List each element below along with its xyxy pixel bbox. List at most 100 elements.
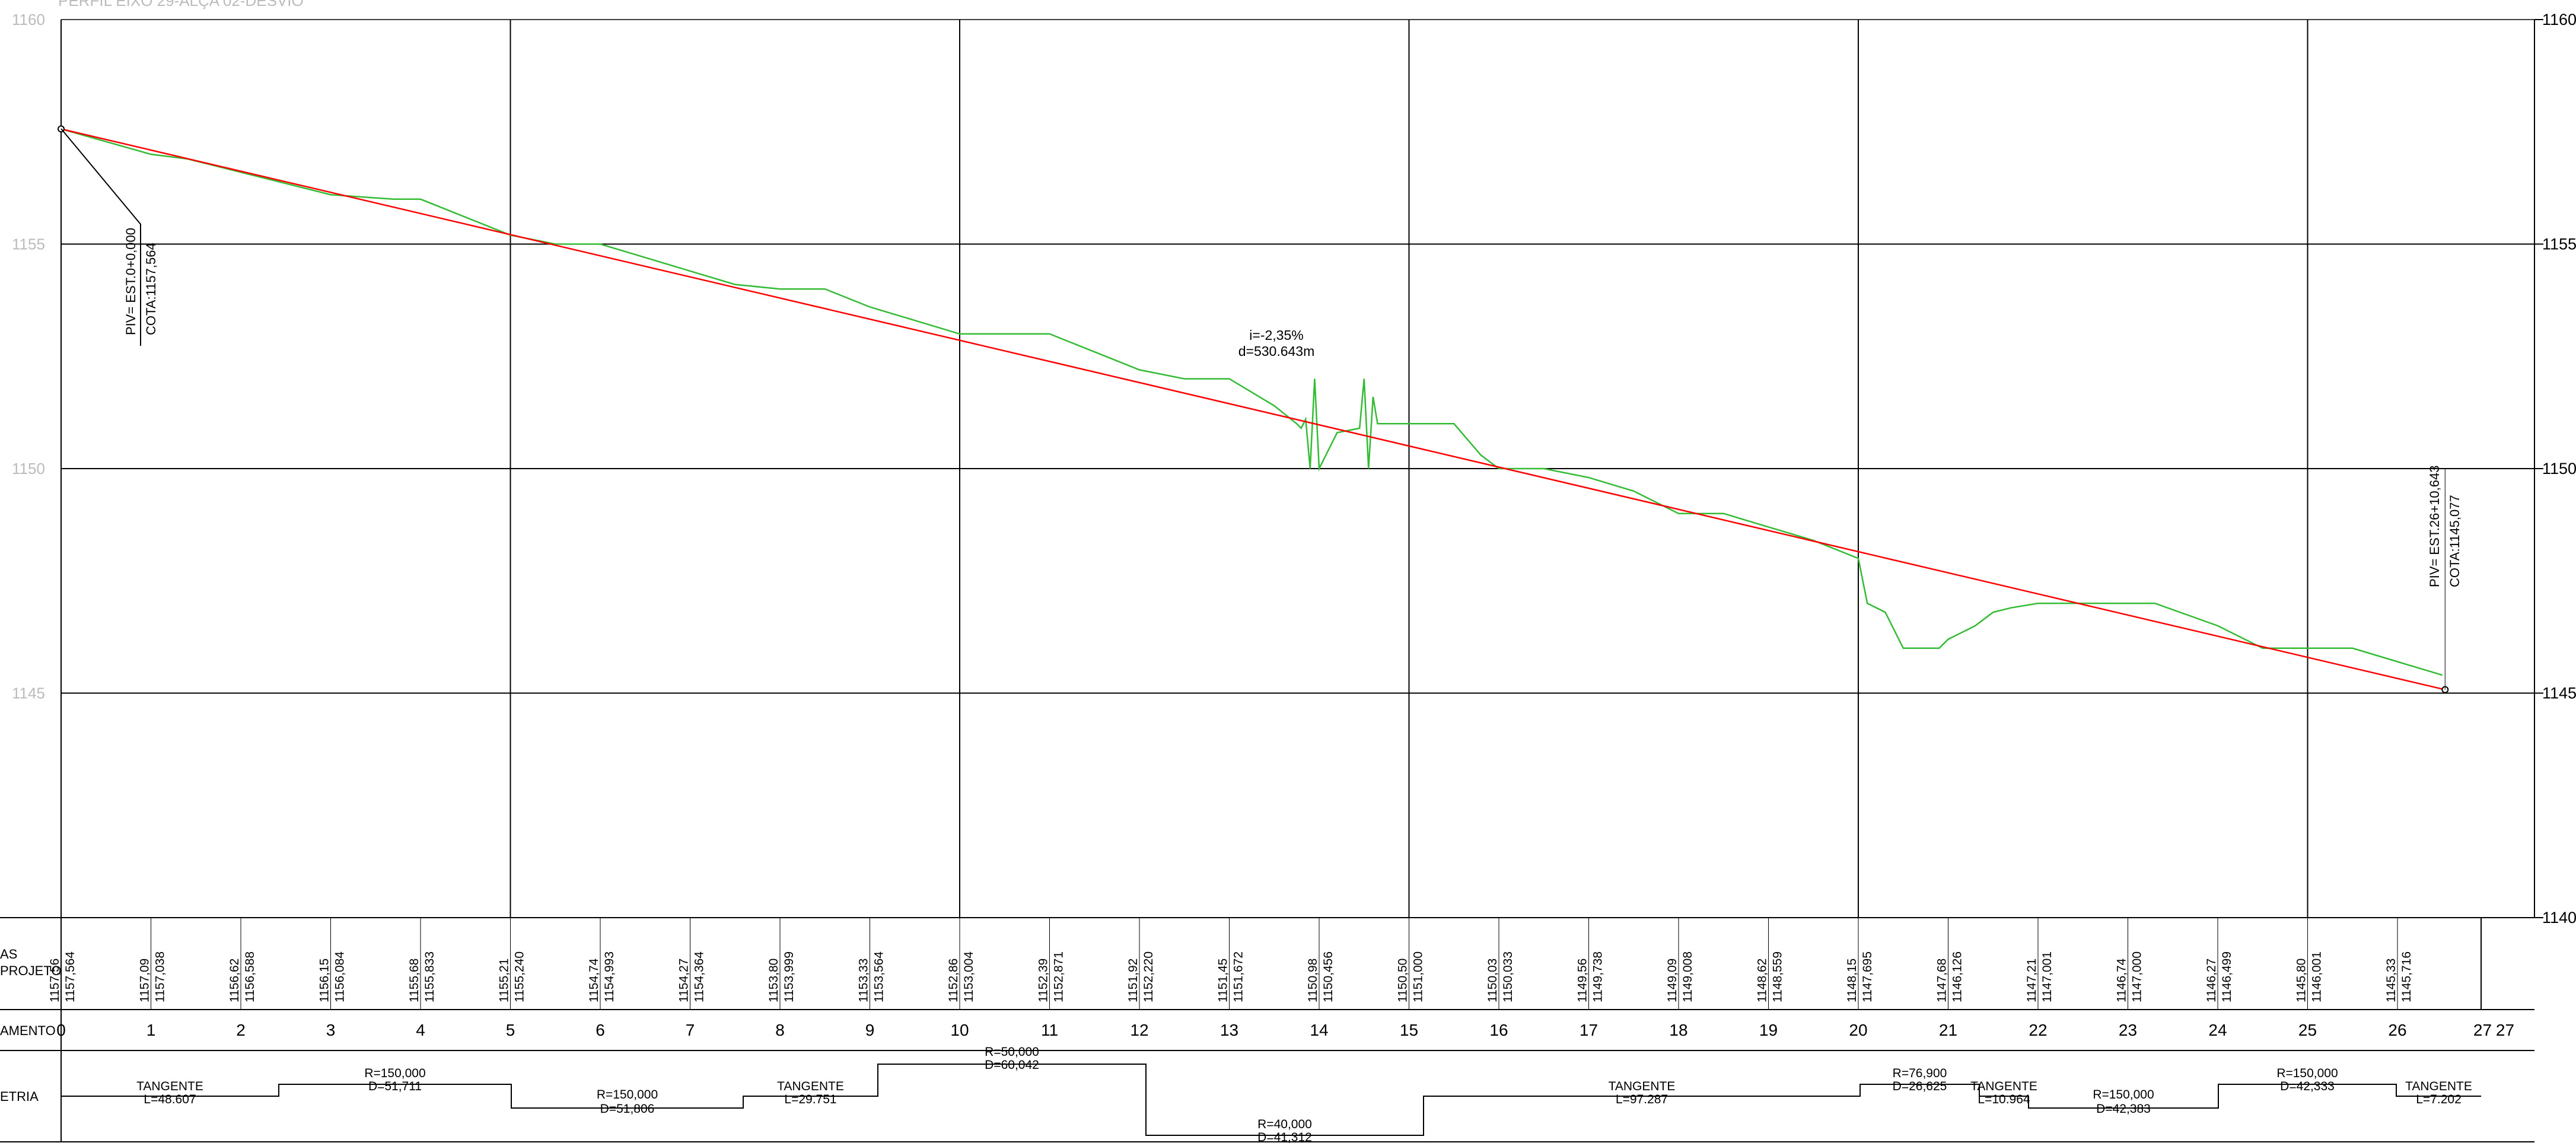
station-number: 25 [2298,1021,2317,1039]
cota-terreno: 1149,09 [1666,959,1679,1002]
cota-terreno: 1145,80 [2295,959,2308,1002]
cota-projeto: 1146,001 [2310,951,2324,1002]
cota-terreno: 1146,74 [2115,958,2129,1002]
terrain-line [61,128,2443,676]
geometry-label-1: R=76,900 [1893,1067,1947,1080]
geometry-label-2: D=51,806 [600,1102,655,1116]
grade-slope: i=-2,35% [1249,327,1303,343]
cota-projeto: 1147,000 [2131,951,2144,1002]
station-number: 4 [416,1021,425,1039]
cota-projeto: 1155,240 [513,951,527,1002]
station-number: 8 [775,1021,785,1039]
cota-projeto: 1149,008 [1681,951,1695,1002]
station-number: 27 [2473,1021,2492,1039]
piv-end-cota: COTA:1145,077 [2447,495,2462,587]
cota-terreno: 1147,21 [2025,959,2039,1002]
cota-terreno: 1148,62 [1756,959,1769,1002]
piv-start-station: PIV= EST.0+0,000 [123,228,138,335]
y-label-right: 1155 [2542,235,2576,253]
cota-projeto: 1156,588 [243,951,257,1002]
cota-projeto: 1146,126 [1951,951,1964,1002]
geometry-label-1: R=150,000 [2276,1067,2338,1080]
station-number-extra: 27 [2496,1021,2514,1039]
geometry-label-2: D=41,312 [1257,1131,1312,1144]
station-number: 0 [56,1021,66,1039]
cota-terreno: 1152,39 [1037,959,1050,1002]
station-number: 13 [1220,1021,1238,1039]
station-number: 2 [236,1021,246,1039]
cota-terreno: 1153,33 [857,959,871,1002]
annotations: PERFIL EIXO 29-ALÇA 02-DESVIO PIV= EST.0+… [58,0,2462,690]
profile-series [58,125,2449,693]
y-label-left: 1145 [12,685,45,702]
station-number: 15 [1400,1021,1418,1039]
cota-projeto: 1151,672 [1232,951,1246,1002]
y-label-right: 1145 [2542,685,2576,702]
row-label-estaqueamento: AMENTO [0,1023,56,1038]
station-number: 21 [1939,1021,1957,1039]
row-label-geometria: ETRIA [0,1089,39,1104]
cota-projeto: 1157,038 [154,951,167,1002]
cota-projeto: 1146,499 [2220,951,2234,1002]
geometry-label-2: D=42,333 [2280,1080,2335,1093]
geometry-label-1: TANGENTE [777,1080,844,1093]
piv-start-leader [61,128,141,346]
cota-projeto: 1147,001 [2040,951,2054,1002]
station-number: 23 [2119,1021,2137,1039]
geometry-label-1: R=150,000 [364,1067,425,1080]
station-number: 20 [1849,1021,1867,1039]
y-label-right: 1140 [2542,909,2576,927]
station-number: 10 [950,1021,969,1039]
station-number: 19 [1759,1021,1778,1039]
cota-terreno: 1152,86 [947,959,960,1002]
station-number: 3 [326,1021,336,1039]
geometry-label-1: R=40,000 [1257,1118,1312,1131]
geometry-label-2: L=10.964 [1978,1093,2030,1106]
geometry-label-1: R=150,000 [597,1088,658,1102]
row-label-cotas: AS [0,947,17,962]
geometry-label-2: D=26,625 [1893,1080,1947,1093]
station-number: 6 [596,1021,605,1039]
geometry-label-1: R=150,000 [2093,1088,2154,1102]
cota-projeto: 1149,738 [1591,951,1605,1002]
cota-terreno: 1157,56 [48,959,62,1002]
cota-projeto: 1153,004 [962,951,976,1002]
station-number: 12 [1130,1021,1148,1039]
geometry-label-2: L=48.607 [144,1093,196,1106]
cota-projeto: 1145,716 [2400,951,2413,1002]
y-label-left: 1155 [12,235,45,253]
station-number: 9 [865,1021,875,1039]
cota-projeto: 1157,564 [63,951,77,1002]
geometry-label-1: TANGENTE [1609,1080,1676,1093]
cota-terreno: 1146,27 [2205,959,2218,1002]
drawing-title: PERFIL EIXO 29-ALÇA 02-DESVIO [58,0,304,9]
y-label-left: 1150 [12,460,45,477]
grid: 1160 1155 1150 1145 1160 1155 1150 1145 1140 [12,11,2576,927]
grade-distance: d=530.643m [1238,343,1315,359]
station-number: 11 [1041,1021,1058,1039]
cota-projeto: 1155,833 [423,951,437,1002]
cota-projeto: 1152,220 [1142,951,1155,1002]
geometry-label-1: TANGENTE [2405,1080,2472,1093]
cota-terreno: 1154,27 [677,959,691,1002]
cota-terreno: 1157,09 [138,959,152,1002]
cota-projeto: 1147,695 [1861,951,1874,1002]
cota-terreno: 1153,80 [767,959,781,1002]
cota-projeto: 1148,559 [1771,951,1785,1002]
y-label-left: 1160 [12,11,45,28]
station-number: 7 [686,1021,695,1039]
cota-projeto: 1150,456 [1322,951,1335,1002]
row-label-projeto: PROJETO [0,963,62,978]
cota-projeto: 1153,564 [873,951,886,1002]
cota-projeto: 1154,993 [603,951,616,1002]
cota-projeto: 1152,871 [1052,951,1066,1002]
cota-terreno: 1155,21 [498,959,511,1002]
cota-terreno: 1148,15 [1845,959,1859,1002]
station-number: 24 [2208,1021,2227,1039]
y-label-right: 1150 [2542,460,2576,477]
cota-terreno: 1150,50 [1396,959,1410,1002]
geometry-label-2: D=60,042 [985,1058,1039,1072]
station-number: 1 [147,1021,156,1039]
geometry-label-2: L=29.751 [784,1093,836,1106]
